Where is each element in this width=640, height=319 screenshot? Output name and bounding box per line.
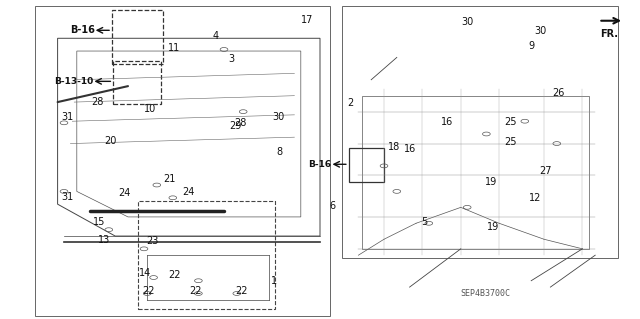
Text: 22: 22	[236, 286, 248, 296]
Text: 24: 24	[182, 187, 195, 197]
Text: 16: 16	[403, 144, 416, 154]
Text: 22: 22	[142, 286, 155, 296]
Text: B-16: B-16	[308, 160, 332, 169]
Text: 22: 22	[189, 286, 202, 296]
Text: 6: 6	[330, 201, 336, 211]
Text: 10: 10	[144, 104, 157, 114]
Text: 9: 9	[528, 41, 534, 51]
Text: B-16: B-16	[70, 25, 95, 35]
Text: 25: 25	[504, 137, 517, 147]
Text: 27: 27	[539, 166, 552, 176]
Text: 3: 3	[228, 54, 235, 64]
Text: 15: 15	[93, 217, 106, 227]
Text: 11: 11	[168, 43, 180, 54]
Text: 13: 13	[98, 235, 111, 245]
Text: 24: 24	[118, 188, 131, 198]
Text: 31: 31	[61, 192, 74, 202]
Text: 12: 12	[529, 193, 541, 204]
Text: B-13-10: B-13-10	[54, 77, 93, 86]
Text: 19: 19	[486, 222, 499, 232]
Text: 31: 31	[61, 112, 74, 122]
Text: FR.: FR.	[600, 29, 618, 39]
Text: 29: 29	[229, 121, 242, 131]
Text: 30: 30	[272, 112, 285, 122]
Text: 21: 21	[163, 174, 176, 184]
Text: 18: 18	[387, 142, 400, 152]
Text: 22: 22	[168, 270, 180, 280]
Text: 1: 1	[271, 276, 277, 286]
Text: 4: 4	[212, 31, 219, 41]
Text: SEP4B3700C: SEP4B3700C	[461, 289, 511, 298]
Text: 28: 28	[234, 118, 246, 128]
Text: 17: 17	[301, 15, 314, 25]
Text: 30: 30	[534, 26, 547, 36]
Text: 28: 28	[92, 97, 104, 107]
Text: 26: 26	[552, 88, 565, 98]
Text: 5: 5	[421, 217, 428, 227]
Text: 20: 20	[104, 136, 117, 146]
Text: 19: 19	[485, 177, 498, 188]
Text: 16: 16	[440, 117, 453, 127]
Text: 25: 25	[504, 117, 517, 127]
Text: 23: 23	[146, 236, 159, 246]
Text: 30: 30	[461, 17, 474, 27]
Text: 14: 14	[139, 268, 152, 278]
Text: 2: 2	[348, 98, 354, 108]
Text: 8: 8	[276, 146, 283, 157]
